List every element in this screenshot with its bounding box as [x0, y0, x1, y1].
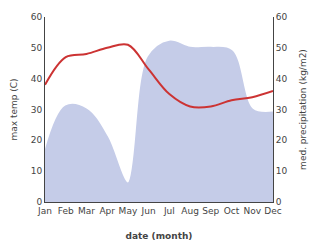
- svg-text:Jun: Jun: [141, 206, 156, 216]
- svg-text:May: May: [119, 206, 138, 216]
- svg-text:max temp (C): max temp (C): [9, 78, 19, 140]
- svg-text:20: 20: [31, 135, 43, 145]
- svg-text:Nov: Nov: [243, 206, 261, 216]
- svg-text:40: 40: [31, 74, 43, 84]
- svg-text:10: 10: [276, 166, 288, 176]
- svg-text:Feb: Feb: [58, 206, 74, 216]
- svg-text:Oct: Oct: [224, 206, 240, 216]
- svg-text:40: 40: [276, 74, 288, 84]
- svg-text:med. precipitation (kg/m2): med. precipitation (kg/m2): [298, 49, 308, 170]
- svg-text:10: 10: [31, 166, 43, 176]
- svg-text:0: 0: [36, 197, 42, 207]
- svg-text:Jan: Jan: [37, 206, 52, 216]
- svg-text:60: 60: [31, 12, 43, 22]
- svg-text:Jul: Jul: [163, 206, 175, 216]
- svg-text:20: 20: [276, 135, 288, 145]
- svg-text:50: 50: [31, 43, 43, 53]
- svg-text:30: 30: [276, 105, 288, 115]
- svg-text:0: 0: [276, 197, 282, 207]
- svg-text:date (month): date (month): [126, 231, 193, 241]
- svg-text:Dec: Dec: [264, 206, 281, 216]
- svg-text:30: 30: [31, 105, 43, 115]
- svg-text:Apr: Apr: [99, 206, 115, 216]
- svg-text:60: 60: [276, 12, 288, 22]
- svg-text:Mar: Mar: [78, 206, 95, 216]
- svg-text:Aug: Aug: [181, 206, 199, 216]
- svg-text:Sep: Sep: [202, 206, 219, 216]
- svg-text:50: 50: [276, 43, 288, 53]
